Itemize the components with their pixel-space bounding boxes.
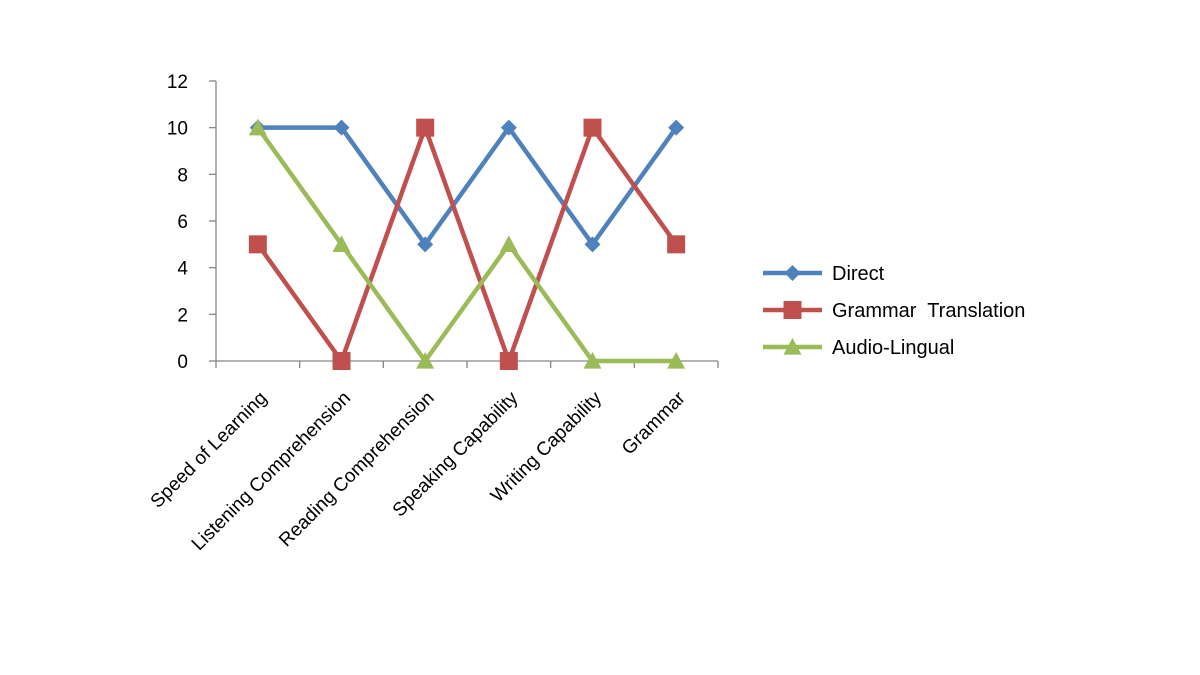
series-audio-lingual: [248, 118, 686, 369]
data-point: [332, 352, 351, 370]
data-point: [500, 119, 517, 136]
x-tick-label: Listening Comprehension: [188, 388, 355, 555]
data-point: [499, 235, 518, 252]
data-point: [416, 118, 435, 137]
data-point: [499, 352, 518, 370]
data-point: [333, 119, 350, 136]
data-point: [667, 235, 686, 254]
data-point: [668, 119, 685, 136]
data-point: [584, 236, 601, 253]
legend-marker: [784, 265, 801, 281]
data-point: [417, 236, 434, 253]
series-direct: [249, 119, 685, 253]
data-point: [583, 352, 602, 369]
x-tick-label: Reading Comprehension: [275, 388, 438, 551]
legend: Direct Grammar Translation Audio-Lingual: [763, 263, 1025, 359]
data-point: [667, 352, 686, 369]
data-point: [416, 352, 435, 369]
y-tick-label: 2: [177, 305, 188, 326]
x-tick-label: Grammar: [618, 387, 690, 459]
y-tick-label: 6: [177, 212, 188, 233]
series-line: [256, 125, 678, 364]
legend-marker: [783, 301, 802, 319]
data-point: [248, 235, 267, 254]
legend-label: Audio-Lingual: [832, 337, 954, 359]
data-point: [248, 118, 267, 136]
series-lines: [248, 118, 686, 370]
series-line: [257, 125, 678, 247]
data-point: [332, 235, 351, 252]
legend-label: Direct: [832, 263, 885, 285]
y-tick-label: 10: [167, 119, 188, 140]
series-line: [256, 126, 677, 364]
y-tick-label: 8: [177, 165, 188, 186]
legend-entry: Audio-Lingual: [763, 337, 954, 359]
legend-marker: [783, 338, 802, 355]
legend-entry: Direct: [763, 263, 885, 285]
legend-entry: Grammar Translation: [763, 300, 1025, 322]
y-tick-label: 0: [177, 352, 188, 373]
y-tick-label: 4: [177, 259, 188, 280]
y-tick-label: 12: [167, 72, 188, 93]
series-grammar-translation: [248, 118, 686, 370]
legend-label: Grammar Translation: [832, 300, 1025, 322]
data-point: [583, 118, 602, 137]
